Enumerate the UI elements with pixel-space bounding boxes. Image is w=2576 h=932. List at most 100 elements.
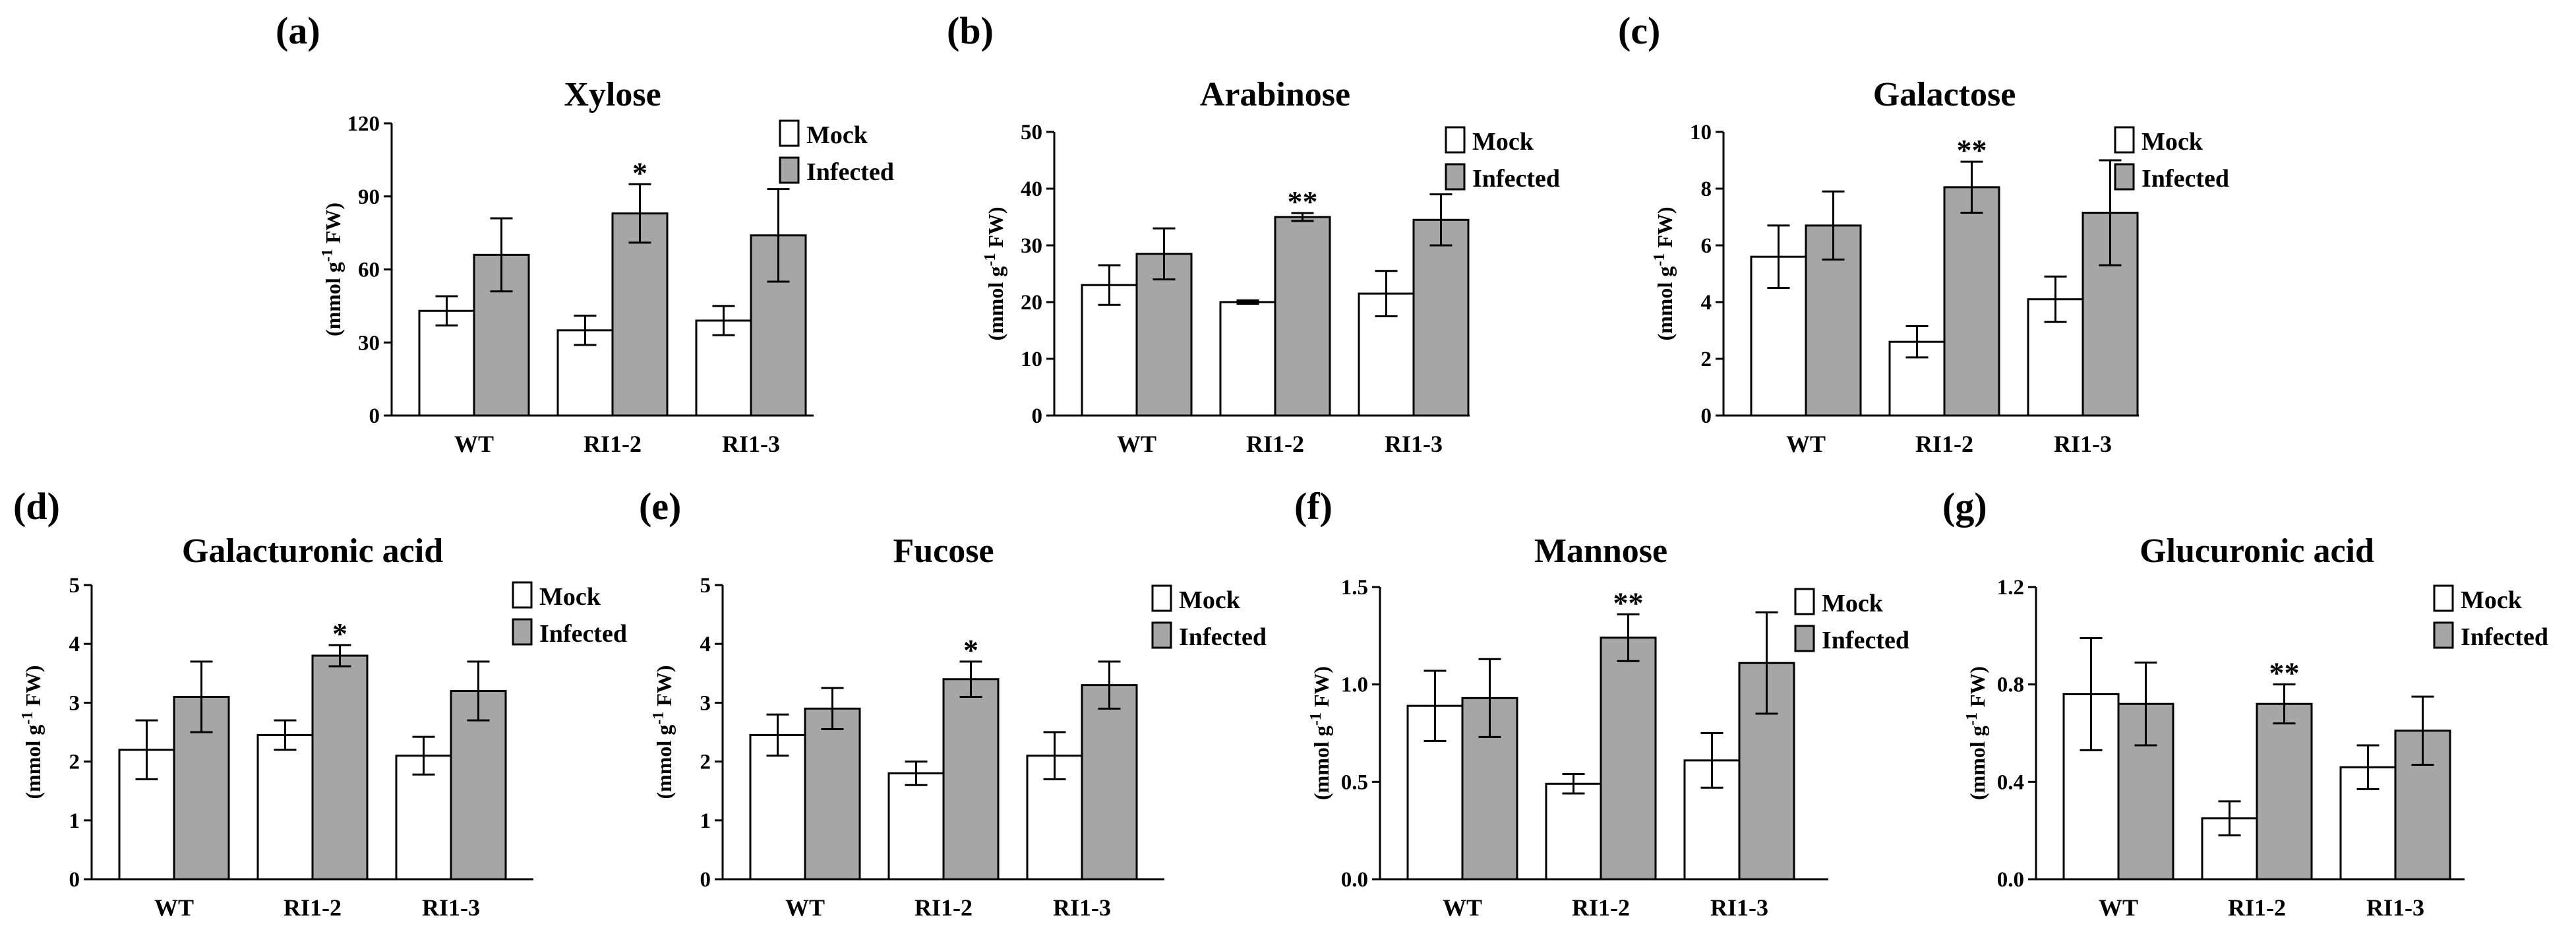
- bar-infected: [450, 690, 507, 881]
- chart-title: Glucuronic acid: [2140, 532, 2374, 570]
- bar-infected: [1412, 218, 1470, 417]
- category-label: WT: [1117, 431, 1156, 457]
- category-label: RI1-2: [284, 894, 342, 921]
- bar-infected: [2256, 702, 2313, 881]
- legend-label-infected: Infected: [539, 620, 627, 648]
- y-tick-label: 5: [69, 574, 80, 598]
- panel-letter: (c): [1618, 9, 1660, 52]
- legend-label-infected: Infected: [1472, 165, 1560, 193]
- y-axis-label-superscript: -1: [982, 253, 999, 266]
- significance-marker: *: [963, 633, 978, 667]
- legend-swatch-infected: [1445, 163, 1466, 191]
- y-tick-label: 40: [1021, 177, 1042, 201]
- significance-marker: *: [632, 156, 647, 189]
- y-axis-label-prefix: (mmol g: [1653, 266, 1677, 341]
- category-label: WT: [785, 894, 825, 921]
- y-tick-label: 8: [1701, 177, 1712, 201]
- legend-label-mock: Mock: [806, 121, 868, 149]
- y-axis-label: (mmol g-1 FW): [650, 665, 676, 799]
- category-label: WT: [154, 894, 194, 921]
- bar-mock: [256, 733, 314, 881]
- bar-mock: [1219, 301, 1276, 417]
- y-axis-label-prefix: (mmol g: [1309, 726, 1333, 800]
- bar-mock: [1081, 284, 1138, 417]
- y-axis-label: (mmol g-1 FW): [319, 202, 345, 336]
- y-tick-label: 3: [700, 691, 711, 715]
- legend-swatch-infected: [1794, 625, 1815, 652]
- y-tick-label: 0: [700, 868, 711, 892]
- chart-title: Galactose: [1873, 76, 2016, 113]
- legend-swatch-mock: [1151, 584, 1172, 612]
- category-label: RI1-3: [2366, 894, 2424, 921]
- legend-label-infected: Infected: [1179, 623, 1267, 651]
- bar-infected: [1135, 253, 1193, 417]
- y-axis-label-prefix: (mmol g: [652, 725, 676, 799]
- y-tick-label: 4: [700, 633, 711, 656]
- y-tick-label: 1: [69, 809, 80, 833]
- y-tick-label: 0.4: [1997, 770, 2024, 794]
- legend-label-infected: Infected: [806, 158, 894, 186]
- chart-panel-xylose: (a) Xylose 0 30 60 90 120 (mmol g-1 FW) WT RI1-2 *…: [276, 9, 894, 457]
- legend-swatch-infected: [2114, 163, 2135, 191]
- significance-marker: **: [1613, 586, 1644, 619]
- y-tick-label: 6: [1701, 234, 1712, 258]
- y-tick-label: 10: [1021, 348, 1042, 371]
- y-axis-label: (mmol g-1 FW): [982, 206, 1007, 340]
- legend-swatch-infected: [779, 156, 800, 184]
- legend-label-mock: Mock: [1472, 128, 1534, 156]
- chart-panel-mannose: (f) Mannose 0.0 0.5 1.0 1.5 (mmol g-1 FW) WT RI1…: [1294, 485, 1909, 921]
- y-axis-label-suffix: FW): [21, 665, 45, 711]
- significance-marker: **: [1288, 185, 1318, 218]
- legend-swatch-mock: [1794, 588, 1815, 615]
- y-tick-label: 0.8: [1997, 673, 2024, 697]
- y-tick-label: 0: [369, 404, 380, 428]
- y-tick-label: 2: [1701, 348, 1712, 371]
- chart-title: Xylose: [564, 76, 661, 113]
- y-axis-label-suffix: FW): [984, 206, 1007, 253]
- legend-label-infected: Infected: [2461, 623, 2548, 651]
- chart-panel-galacturonic-acid: (d) Galacturonic acid 0 1 2 3 4 5 (mmol g-1 FW) W…: [13, 485, 627, 921]
- y-tick-label: 90: [358, 185, 380, 209]
- legend-label-infected: Infected: [2142, 165, 2229, 193]
- y-tick-label: 0: [1032, 404, 1043, 428]
- category-label: WT: [1786, 431, 1826, 457]
- bar-infected: [1274, 216, 1331, 417]
- y-tick-label: 4: [69, 633, 80, 656]
- y-axis-label-suffix: FW): [321, 202, 345, 249]
- category-label: RI1-3: [2054, 431, 2112, 457]
- panel-letter: (d): [13, 485, 60, 528]
- category-label: RI1-3: [422, 894, 480, 921]
- y-axis-label-prefix: (mmol g: [321, 262, 345, 336]
- category-label: RI1-3: [1053, 894, 1111, 921]
- y-axis-label: (mmol g-1 FW): [1651, 206, 1677, 340]
- legend-swatch-mock: [2114, 126, 2135, 154]
- y-tick-label: 60: [358, 259, 380, 282]
- chart-panel-fucose: (e) Fucose 0 1 2 3 4 5 (mmol g-1 FW) WT RI1-2 * RI1-…: [639, 485, 1267, 921]
- y-axis-label-superscript: -1: [1651, 253, 1668, 266]
- legend-swatch-infected: [2433, 621, 2454, 649]
- significance-marker: **: [2269, 656, 2300, 690]
- y-tick-label: 30: [358, 331, 380, 355]
- chart-panel-arabinose: (b) Arabinose 0 10 20 30 40 50 (mmol g-1 FW) WT RI…: [947, 9, 1560, 457]
- bar-mock: [887, 772, 945, 881]
- legend-label-mock: Mock: [2461, 586, 2523, 614]
- y-tick-label: 1: [700, 809, 711, 833]
- bar-infected: [1600, 637, 1657, 881]
- legend-swatch-infected: [1151, 621, 1172, 649]
- chart-title: Fucose: [893, 532, 994, 570]
- y-tick-label: 10: [1690, 121, 1712, 144]
- category-label: RI1-2: [1915, 431, 1973, 457]
- y-axis-label-prefix: (mmol g: [1965, 726, 1989, 800]
- y-tick-label: 20: [1021, 291, 1042, 315]
- y-tick-label: 0: [69, 868, 80, 892]
- panel-letter: (g): [1942, 485, 1987, 528]
- legend-swatch-mock: [2433, 584, 2454, 612]
- y-tick-label: 50: [1021, 121, 1042, 144]
- y-axis-label-prefix: (mmol g: [984, 266, 1007, 341]
- category-label: RI1-3: [722, 431, 780, 457]
- y-tick-label: 0: [1701, 404, 1712, 428]
- legend-label-mock: Mock: [2142, 128, 2203, 156]
- y-tick-label: 2: [700, 751, 711, 774]
- y-axis-label: (mmol g-1 FW): [1307, 666, 1333, 800]
- legend-label-mock: Mock: [1179, 586, 1241, 614]
